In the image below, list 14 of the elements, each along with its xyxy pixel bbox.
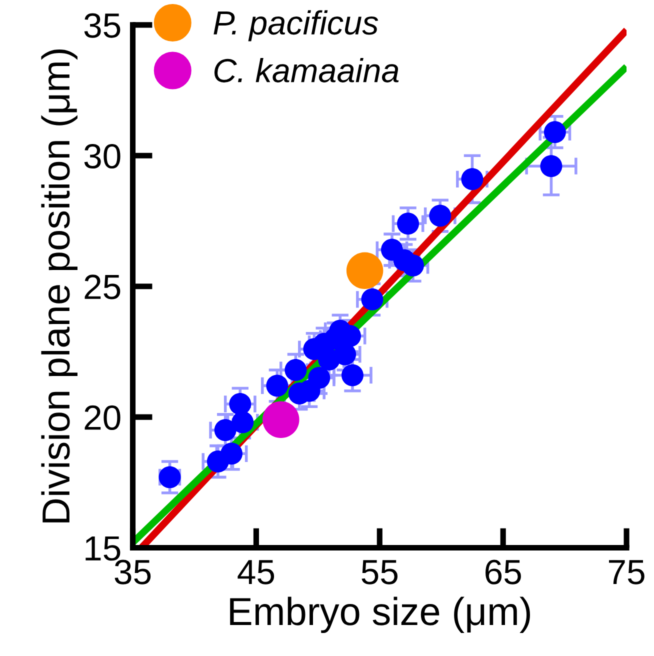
legend-label: P. pacificus bbox=[214, 10, 378, 42]
x-tick-label: 75 bbox=[609, 560, 644, 584]
y-tick-label: 30 bbox=[84, 144, 120, 169]
x-axis-title: Embryo size (μm) bbox=[230, 596, 530, 634]
x-tick-label: 65 bbox=[486, 560, 521, 584]
y-axis-title: Division plane position (μm) bbox=[41, 50, 78, 522]
y-tick-label: 20 bbox=[84, 405, 120, 430]
x-tick-label: 55 bbox=[362, 560, 398, 584]
x-tick-label: 45 bbox=[238, 560, 274, 584]
y-tick-label: 25 bbox=[84, 274, 120, 300]
y-tick-label: 35 bbox=[84, 13, 120, 38]
x-tick-label: 35 bbox=[114, 560, 151, 584]
y-tick-label: 15 bbox=[86, 536, 120, 561]
legend-label: C. kamaaina bbox=[214, 58, 399, 82]
